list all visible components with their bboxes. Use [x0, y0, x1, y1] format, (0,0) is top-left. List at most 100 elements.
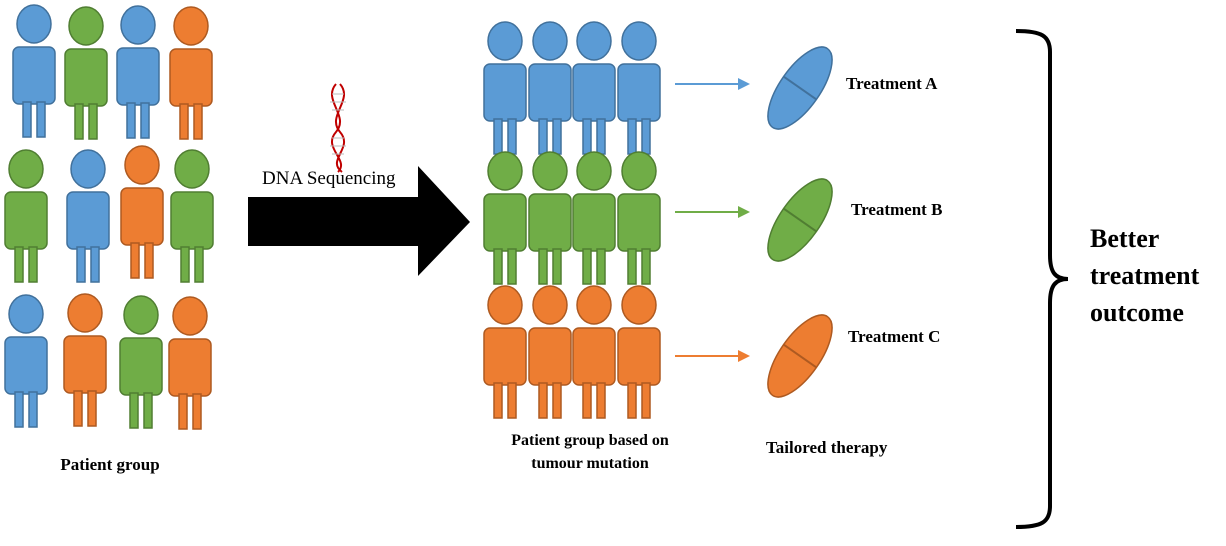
- arrow-icon: [675, 350, 750, 362]
- person-icon: [170, 149, 214, 283]
- person-leg: [14, 391, 24, 428]
- person-body: [528, 327, 572, 386]
- person-body: [168, 338, 212, 397]
- person-body: [169, 48, 213, 107]
- person-leg: [493, 248, 503, 285]
- person-body: [116, 47, 160, 106]
- person-leg: [140, 102, 150, 139]
- treatment-b-label: Treatment B: [851, 200, 943, 219]
- person-leg: [193, 103, 203, 140]
- person-head: [576, 285, 612, 325]
- person-icon: [617, 21, 661, 155]
- person-icon: [483, 151, 527, 285]
- outcome-line1: Better: [1090, 224, 1160, 253]
- person-head: [621, 285, 657, 325]
- person-leg: [507, 382, 517, 419]
- right-block-arrow-icon: [248, 166, 470, 276]
- person-head: [621, 151, 657, 191]
- person-leg: [596, 382, 606, 419]
- person-body: [12, 46, 56, 105]
- person-head: [123, 295, 159, 335]
- arrow-icon: [675, 206, 750, 218]
- person-body: [528, 63, 572, 122]
- person-body: [66, 191, 110, 250]
- person-icon: [572, 151, 616, 285]
- person-leg: [507, 118, 517, 155]
- person-body: [617, 63, 661, 122]
- person-icon: [12, 4, 56, 138]
- person-body: [63, 335, 107, 394]
- person-leg: [36, 101, 46, 138]
- person-leg: [88, 103, 98, 140]
- dna-sequencing-label: DNA Sequencing: [262, 168, 396, 189]
- person-leg: [507, 248, 517, 285]
- person-head: [532, 151, 568, 191]
- person-leg: [180, 246, 190, 283]
- person-leg: [538, 248, 548, 285]
- person-body: [528, 193, 572, 252]
- person-head: [67, 293, 103, 333]
- person-leg: [178, 393, 188, 430]
- outcome-line2: treatment: [1090, 261, 1200, 290]
- person-body: [483, 63, 527, 122]
- tailored-therapy-label: Tailored therapy: [766, 438, 888, 457]
- person-leg: [87, 390, 97, 427]
- person-leg: [179, 103, 189, 140]
- person-icon: [169, 6, 213, 140]
- person-leg: [28, 246, 38, 283]
- person-body: [120, 187, 164, 246]
- person-leg: [74, 103, 84, 140]
- person-icon: [168, 296, 212, 430]
- person-head: [621, 21, 657, 61]
- person-leg: [582, 382, 592, 419]
- person-leg: [538, 382, 548, 419]
- person-body: [4, 336, 48, 395]
- person-head: [8, 149, 44, 189]
- capsule-icon: [767, 314, 833, 398]
- person-leg: [552, 118, 562, 155]
- person-body: [572, 63, 616, 122]
- person-body: [617, 193, 661, 252]
- person-head: [16, 4, 52, 44]
- person-body: [64, 48, 108, 107]
- person-head: [576, 151, 612, 191]
- person-head: [174, 149, 210, 189]
- person-body: [170, 191, 214, 250]
- person-icon: [483, 21, 527, 155]
- person-leg: [641, 382, 651, 419]
- person-leg: [493, 382, 503, 419]
- mixed-patient-group: [4, 4, 214, 430]
- person-leg: [493, 118, 503, 155]
- dna-helix-icon: [330, 83, 346, 173]
- person-body: [4, 191, 48, 250]
- person-icon: [4, 294, 48, 428]
- right-curly-brace-icon: [1015, 29, 1069, 529]
- person-leg: [143, 392, 153, 429]
- person-leg: [194, 246, 204, 283]
- person-head: [487, 21, 523, 61]
- person-icon: [66, 149, 110, 283]
- capsule-icon: [767, 178, 833, 262]
- person-body: [483, 327, 527, 386]
- treatment-a-label: Treatment A: [846, 74, 938, 93]
- person-leg: [22, 101, 32, 138]
- treatment-arrows: [675, 78, 750, 362]
- person-head: [124, 145, 160, 185]
- person-leg: [582, 118, 592, 155]
- person-head: [172, 296, 208, 336]
- person-head: [487, 285, 523, 325]
- person-leg: [192, 393, 202, 430]
- person-leg: [596, 248, 606, 285]
- person-leg: [130, 242, 140, 279]
- person-leg: [126, 102, 136, 139]
- person-leg: [28, 391, 38, 428]
- person-icon: [116, 5, 160, 139]
- person-leg: [596, 118, 606, 155]
- person-icon: [572, 285, 616, 419]
- person-head: [576, 21, 612, 61]
- person-body: [617, 327, 661, 386]
- person-head: [70, 149, 106, 189]
- patient-group-label: Patient group: [60, 455, 160, 474]
- person-leg: [76, 246, 86, 283]
- person-icon: [120, 145, 164, 279]
